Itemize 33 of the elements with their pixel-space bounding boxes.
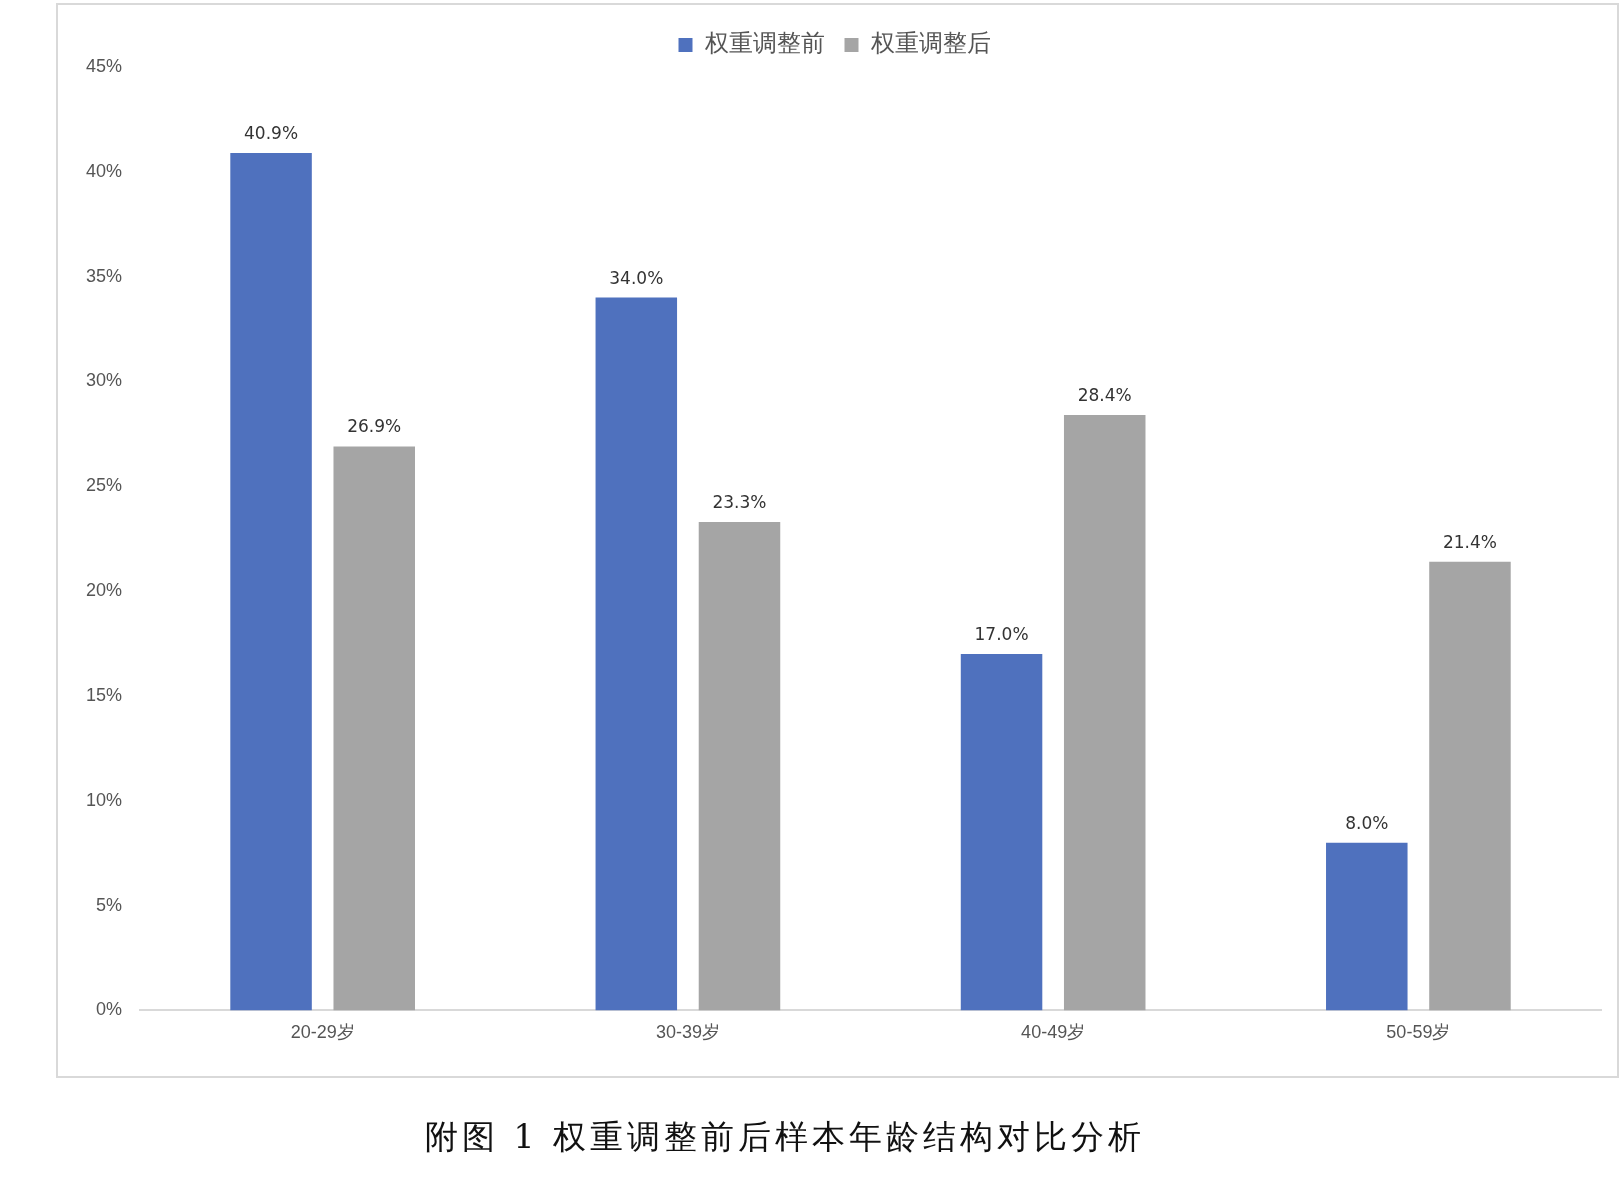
y-tick-label: 5% (96, 894, 123, 915)
data-label: 23.3% (712, 491, 767, 512)
bar (960, 654, 1043, 1011)
data-label: 21.4% (1442, 531, 1497, 552)
bar (698, 521, 781, 1011)
x-tick-label: 30-39岁 (655, 1022, 720, 1043)
bar (333, 446, 415, 1011)
y-tick-label: 0% (96, 999, 123, 1020)
bar (230, 152, 312, 1011)
legend-label: 权重调整后 (869, 29, 991, 58)
x-tick-label: 20-29岁 (290, 1022, 355, 1043)
data-label: 34.0% (609, 267, 664, 288)
bar (1429, 561, 1511, 1011)
text: 附图 1 权重调整前后样本年龄结构对比分析 (424, 1116, 1146, 1158)
data-label: 26.9% (347, 416, 402, 437)
legend-label: 权重调整前 (703, 29, 825, 58)
data-label: 17.0% (974, 623, 1029, 644)
bar (1326, 842, 1408, 1011)
x-tick-label: 40-49岁 (1021, 1022, 1086, 1043)
y-tick-label: 45% (86, 55, 123, 76)
y-tick-label: 20% (86, 580, 123, 601)
data-label: 40.9% (244, 122, 299, 143)
bar (595, 297, 678, 1011)
y-tick-label: 15% (86, 684, 123, 705)
bar (1063, 415, 1146, 1011)
y-tick-label: 25% (86, 475, 123, 496)
data-label: 28.4% (1077, 384, 1132, 405)
data-label: 8.0% (1345, 812, 1389, 833)
y-tick-label: 40% (86, 160, 123, 181)
y-tick-label: 30% (86, 370, 123, 391)
y-tick-label: 35% (86, 265, 123, 286)
x-tick-label: 50-59岁 (1386, 1022, 1451, 1043)
y-tick-label: 10% (86, 789, 123, 810)
